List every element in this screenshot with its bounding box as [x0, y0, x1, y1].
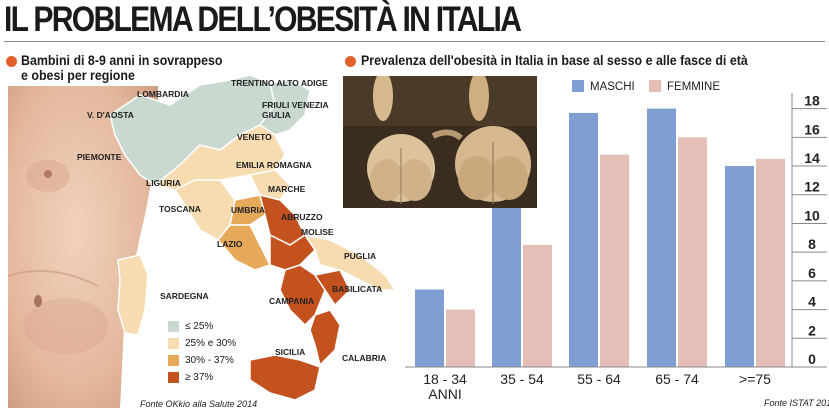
region-label-calabria: CALABRIA: [342, 353, 387, 363]
y-tick-label-8: 8: [808, 236, 816, 252]
bar-maschi-3: [647, 108, 676, 367]
legend-label-3: 30% - 37%: [185, 355, 234, 366]
x-tick-label-3: 65 - 74: [655, 371, 699, 387]
legend-label-maschi: MASCHI: [590, 81, 635, 93]
region-label-puglia: PUGLIA: [344, 251, 377, 261]
region-label-sicilia: SICILIA: [275, 347, 306, 357]
legend-label-2: 25% e 30%: [185, 338, 237, 349]
x-tick-label-4: >=75: [739, 371, 771, 387]
title-divider: [4, 41, 825, 42]
botero-painting-photo: [343, 76, 537, 208]
region-marche: [248, 169, 291, 201]
page-title: IL PROBLEMA DELL’OBESITÀ IN ITALIA: [4, 0, 522, 39]
section-bullet-right: [345, 56, 356, 67]
region-sardegna: [117, 254, 149, 336]
section-bullet-left: [6, 56, 17, 67]
region-label-veneto: VENETO: [237, 132, 272, 142]
region-label-piemonte: PIEMONTE: [77, 152, 122, 162]
legend-label-1: ≤ 25%: [185, 321, 214, 332]
y-tick-label-14: 14: [804, 150, 820, 166]
legend-swatch-2: [168, 338, 179, 349]
bar-maschi-1: [492, 193, 521, 367]
region-molise: [269, 233, 316, 271]
region-label-trentino: TRENTINO ALTO ADIGE: [231, 78, 328, 88]
legend-swatch-1: [168, 321, 179, 332]
bar-femmine-2: [600, 154, 629, 367]
right-source: Fonte ISTAT 2013: [764, 398, 829, 408]
legend-swatch-maschi: [572, 80, 584, 92]
legend-label-femmine: FEMMINE: [667, 81, 720, 93]
y-tick-label-18: 18: [804, 93, 820, 109]
x-tick-label-0-line2: ANNI: [428, 386, 461, 402]
x-tick-label-2: 55 - 64: [577, 371, 621, 387]
y-tick-label-4: 4: [808, 294, 816, 310]
child-torso-photo: [8, 86, 158, 408]
legend-label-4: ≥ 37%: [185, 372, 214, 383]
region-label-umbria: UMBRIA: [231, 205, 265, 215]
y-tick-label-12: 12: [804, 179, 820, 195]
region-label-molise: MOLISE: [301, 227, 334, 237]
region-label-vdaosta: V. D'AOSTA: [87, 110, 134, 120]
legend-swatch-3: [168, 355, 179, 366]
bars-layer: [415, 108, 785, 367]
region-basilicata: [313, 269, 351, 307]
legend-swatch-femmine: [649, 80, 661, 92]
region-sicilia: [249, 354, 321, 401]
region-label-giulia: GIULIA: [262, 110, 291, 120]
bar-maschi-0: [415, 289, 444, 367]
region-label-abruzzo: ABRUZZO: [281, 212, 323, 222]
region-lazio: [217, 224, 272, 271]
region-label-lombardia: LOMBARDIA: [137, 89, 189, 99]
italy-map: [109, 75, 397, 401]
region-label-emilia: EMILIA ROMAGNA: [236, 160, 312, 170]
bar-femmine-0: [446, 309, 475, 367]
left-heading-line2: e obesi per regione: [21, 68, 135, 83]
region-puglia: [303, 233, 397, 291]
y-tick-label-0: 0: [808, 351, 816, 367]
left-heading-line1: Bambini di 8-9 anni in sovrappeso: [21, 53, 223, 68]
bar-maschi-2: [569, 112, 598, 367]
region-label-marche: MARCHE: [268, 184, 306, 194]
y-tick-label-10: 10: [804, 207, 820, 223]
bar-femmine-3: [678, 137, 707, 367]
x-tick-label-0: 18 - 34: [423, 371, 467, 387]
bar-femmine-4: [756, 158, 785, 367]
region-northeast: [258, 79, 311, 136]
x-tick-label-1: 35 - 54: [500, 371, 544, 387]
bar-femmine-1: [523, 244, 552, 367]
region-label-basilicata: BASILICATA: [332, 284, 383, 294]
region-label-friuli: FRIULI VENEZIA: [262, 100, 329, 110]
region-label-campania: CAMPANIA: [269, 296, 315, 306]
y-tick-label-2: 2: [808, 322, 816, 338]
region-calabria: [309, 309, 341, 367]
y-tick-label-16: 16: [804, 121, 820, 137]
chart-legend: MASCHI FEMMINE: [572, 80, 720, 93]
region-umbria: [229, 194, 266, 226]
right-heading: Prevalenza dell'obesità in Italia in bas…: [361, 53, 748, 68]
region-label-lazio: LAZIO: [217, 239, 243, 249]
y-tick-label-6: 6: [808, 265, 816, 281]
bar-maschi-4: [725, 166, 754, 367]
legend-swatch-4: [168, 372, 179, 383]
region-label-liguria: LIGURIA: [146, 178, 181, 188]
region-label-sardegna: SARDEGNA: [160, 291, 209, 301]
left-source: Fonte OKkio alla Salute 2014: [140, 399, 258, 409]
region-label-toscana: TOSCANA: [159, 204, 201, 214]
